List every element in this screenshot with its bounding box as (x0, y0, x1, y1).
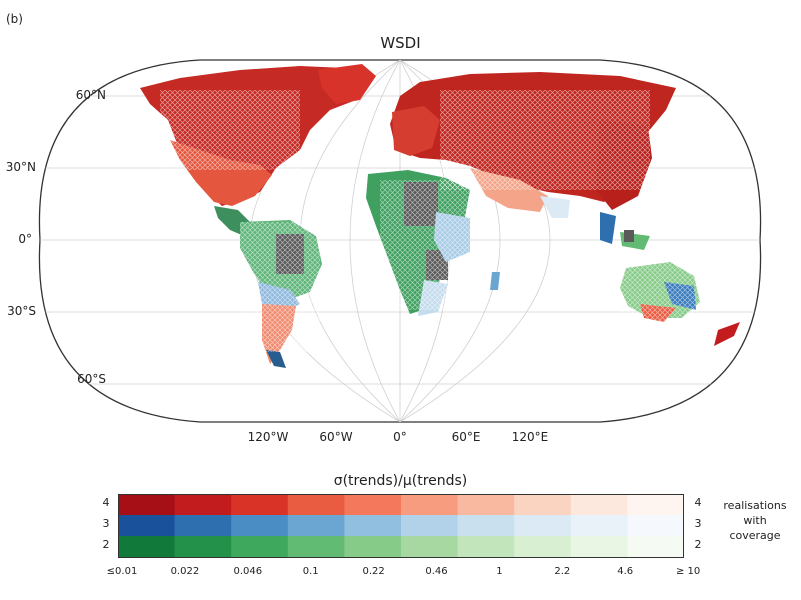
map-title: WSDI (380, 34, 421, 52)
world-map (38, 59, 762, 423)
colorbar-cell (570, 515, 628, 536)
lat-label-60n: 60°N (75, 88, 106, 102)
greenland-region (318, 64, 376, 104)
madagascar-region (490, 272, 500, 290)
colorbar-tick-label: ≥ 10 (675, 566, 701, 577)
colorbar-cell (174, 536, 232, 557)
colorbar-row-label-right: 4 (694, 496, 702, 509)
colorbar-tick-label: 0.046 (233, 566, 263, 577)
south-america-tip (266, 350, 286, 368)
colorbar-side-label-line: with (743, 514, 767, 527)
colorbar-tick-label: 0.1 (302, 566, 319, 577)
colorbar-cell (344, 494, 402, 515)
colorbar-cell (401, 494, 459, 515)
colorbar-tick-label: 1 (496, 566, 503, 577)
colorbar-cell (287, 536, 345, 557)
europe-west (392, 106, 440, 156)
colorbar-row-label-left: 3 (102, 517, 110, 530)
colorbar-cell (401, 515, 459, 536)
lat-label-30s: 30°S (7, 304, 36, 318)
se-asia-region (600, 212, 616, 244)
colorbar-side-label: realisations with coverage (712, 498, 798, 543)
colorbar-row-label-right: 3 (694, 517, 702, 530)
colorbar-frame (118, 494, 684, 558)
colorbar-cell (457, 536, 515, 557)
colorbar-cell (174, 494, 232, 515)
colorbar-side-label-line: realisations (723, 499, 787, 512)
colorbar (118, 494, 684, 558)
south-asia-region (540, 196, 570, 218)
colorbar-cell (514, 515, 572, 536)
lon-label-0: 0° (393, 430, 407, 444)
colorbar-cell (231, 515, 289, 536)
colorbar-side-label-line: coverage (729, 529, 781, 542)
colorbar-cell (627, 515, 684, 536)
colorbar-tick-label: 4.6 (617, 566, 634, 577)
colorbar-row-label-right: 2 (694, 538, 702, 551)
lat-label-0: 0° (18, 232, 32, 246)
colorbar-cell (287, 494, 345, 515)
colorbar-tick-label: 0.022 (170, 566, 200, 577)
colorbar-cell (457, 515, 515, 536)
colorbar-cell (344, 536, 402, 557)
colorbar-cell (231, 536, 289, 557)
panel-label: (b) (6, 12, 23, 26)
lat-label-30n: 30°N (5, 160, 36, 174)
lat-label-60s: 60°S (77, 372, 106, 386)
colorbar-cell (514, 494, 572, 515)
lon-label-120e: 120°E (511, 430, 549, 444)
colorbar-row-label-left: 4 (102, 496, 110, 509)
colorbar-cell (627, 494, 684, 515)
colorbar-tick-label: 0.46 (425, 566, 448, 577)
colorbar-cell (514, 536, 572, 557)
colorbar-cell (118, 515, 176, 536)
colorbar-row-label-left: 2 (102, 538, 110, 551)
lon-label-60w: 60°W (319, 430, 353, 444)
colorbar-tick-label: ≤0.01 (106, 566, 138, 577)
colorbar-cell (287, 515, 345, 536)
lon-label-60e: 60°E (451, 430, 481, 444)
lon-label-120w: 120°W (247, 430, 289, 444)
colorbar-cell (401, 536, 459, 557)
new-zealand-region (714, 322, 740, 346)
colorbar-title: σ(trends)/μ(trends) (333, 473, 468, 489)
colorbar-tick-label: 2.2 (554, 566, 571, 577)
colorbar-cell (118, 494, 176, 515)
colorbar-tick-label: 0.22 (362, 566, 385, 577)
se-asia-no-data (624, 230, 634, 242)
colorbar-cell (457, 494, 515, 515)
colorbar-cell (118, 536, 176, 557)
colorbar-cell (344, 515, 402, 536)
colorbar-cell (231, 494, 289, 515)
colorbar-cell (174, 515, 232, 536)
colorbar-cell (570, 536, 628, 557)
colorbar-cell (627, 536, 684, 557)
colorbar-cell (570, 494, 628, 515)
